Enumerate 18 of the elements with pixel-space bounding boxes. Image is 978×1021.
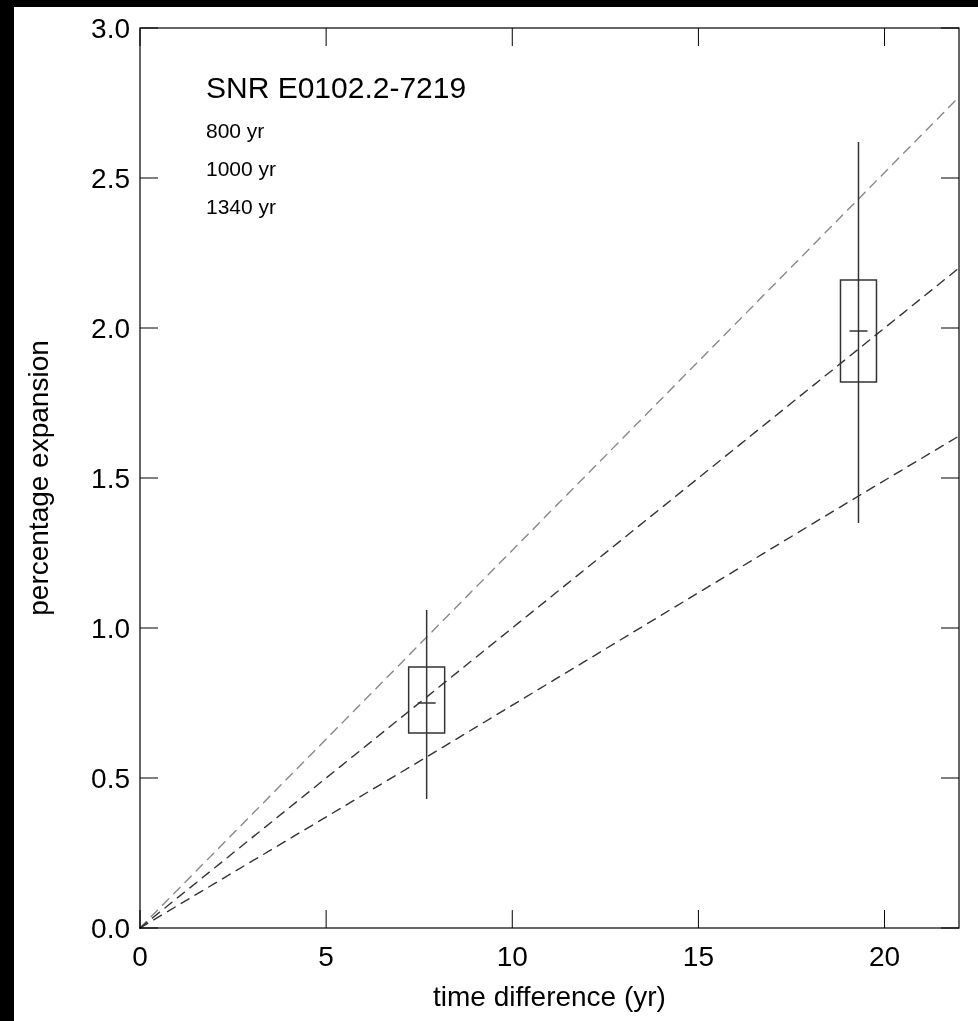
y-axis-title: percentage expansion [23,340,54,616]
y-tick-label: 2.5 [91,162,130,194]
y-tick-label: 1.5 [91,462,130,494]
x-tick-label: 10 [496,941,528,972]
annotation: SNR E0102.2-7219 [206,71,467,104]
y-tick-label: 3.0 [91,12,130,44]
x-tick-label: 0 [132,941,148,972]
y-tick-label: 0.0 [91,912,130,944]
x-tick-label: 15 [682,941,714,972]
annotation: 1000 yr [206,157,277,180]
y-tick-label: 1.0 [91,612,130,644]
x-tick-label: 5 [318,941,334,972]
y-tick-label: 0.5 [91,762,130,794]
y-tick-label: 2.0 [91,312,130,344]
x-tick-label: 20 [868,941,901,972]
x-axis-title: time difference (yr) [433,981,666,1012]
annotation: 1340 yr [206,195,277,218]
annotation: 800 yr [206,119,265,142]
